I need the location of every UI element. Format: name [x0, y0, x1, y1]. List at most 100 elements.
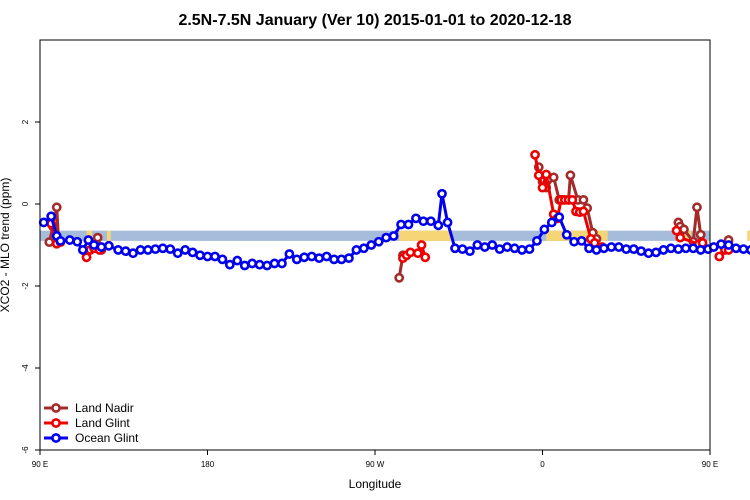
land-nadir-point: [695, 229, 706, 240]
ocean-glint-point: [77, 245, 88, 255]
ocean-glint-point: [621, 244, 632, 254]
ocean-glint-point: [472, 240, 483, 250]
series-layer: [38, 149, 750, 283]
ocean-glint-point: [716, 239, 727, 250]
ocean-glint-point: [38, 217, 49, 228]
y-axis: -6 -4 -2 0 2: [21, 119, 40, 454]
ocean-glint-point: [135, 245, 146, 255]
ocean-glint-point: [195, 250, 205, 261]
ocean-glint-point: [708, 242, 719, 252]
land-nadir-point: [548, 172, 559, 183]
x-axis-label: Longitude: [349, 477, 402, 491]
ocean-glint-point: [666, 243, 676, 254]
land-nadir-point: [394, 272, 405, 283]
land-glint-point: [405, 247, 416, 258]
ocean-glint-point: [306, 251, 317, 262]
ocean-glint-point: [157, 243, 168, 254]
ocean-glint-point: [479, 242, 490, 252]
ocean-glint-point: [46, 211, 57, 222]
legend-item-land-nadir: Land Nadir: [44, 401, 134, 415]
ocean-glint-point: [643, 248, 654, 259]
y-tick-label: -4: [21, 364, 30, 372]
ocean-glint-point: [64, 235, 75, 245]
ocean-glint-point: [172, 248, 183, 259]
ocean-glint-point: [113, 245, 124, 255]
ocean-glint-point: [396, 219, 406, 230]
ocean-glint-point: [487, 240, 498, 250]
ocean-glint-point: [366, 240, 377, 250]
land-glint-point: [530, 149, 540, 160]
ocean-glint-point: [517, 245, 527, 255]
ocean-glint-point: [524, 244, 535, 254]
ocean-glint-point: [224, 259, 235, 270]
ocean-glint-point: [284, 249, 295, 259]
x-tick-label: 180: [201, 460, 215, 469]
land-nadir-point: [565, 170, 576, 181]
ocean-glint-point: [546, 217, 557, 228]
ocean-glint-point: [143, 245, 153, 255]
ocean-glint-point: [695, 245, 706, 255]
legend-label: Ocean Glint: [75, 431, 139, 445]
ocean-glint-point: [465, 246, 475, 257]
ocean-glint-point: [688, 243, 699, 254]
ocean-glint-point: [314, 253, 325, 264]
y-tick-label: -2: [21, 282, 30, 290]
land-glint-point: [578, 206, 589, 217]
series-ocean-glint: [38, 188, 750, 271]
legend-item-ocean-glint: Ocean Glint: [44, 431, 139, 445]
ocean-glint-point: [599, 243, 609, 254]
land-nadir-point: [92, 232, 103, 243]
y-tick-label: -6: [21, 446, 30, 454]
legend-swatch-marker: [51, 433, 61, 443]
x-tick-label: 90 E: [702, 460, 718, 469]
land-nadir-point: [578, 194, 589, 205]
ocean-glint-point: [83, 235, 94, 245]
ocean-glint-point: [103, 240, 114, 251]
ocean-glint-point: [202, 251, 213, 262]
land-glint-point: [541, 169, 552, 180]
ocean-glint-point: [247, 258, 258, 269]
legend-label: Land Glint: [75, 416, 130, 430]
ocean-glint-point: [437, 188, 447, 199]
x-tick-label: 90 W: [366, 460, 385, 469]
ocean-glint-point: [321, 251, 332, 262]
ocean-band: [40, 230, 710, 241]
ocean-glint-point: [561, 229, 572, 240]
legend-item-land-glint: Land Glint: [44, 416, 130, 430]
ocean-glint-point: [329, 254, 339, 265]
x-tick-label: 0: [540, 460, 545, 469]
land-glint-point: [416, 240, 427, 250]
ocean-glint-point: [291, 254, 302, 265]
ocean-glint-point: [673, 244, 684, 254]
ocean-glint-point: [217, 254, 228, 265]
ocean-glint-point: [254, 259, 265, 270]
ocean-glint-point: [680, 243, 691, 254]
ocean-glint-point: [373, 236, 384, 247]
land-band-segment-2: [399, 230, 452, 241]
legend-label: Land Nadir: [75, 401, 134, 415]
ocean-glint-point: [539, 224, 550, 235]
ocean-glint-point: [165, 244, 176, 254]
ocean-glint-point: [442, 217, 453, 228]
land-glint-point: [81, 252, 92, 263]
ocean-glint-point: [584, 243, 594, 254]
ocean-glint-point: [150, 244, 161, 254]
ocean-glint-point: [351, 245, 362, 255]
ocean-glint-point: [403, 219, 414, 230]
land-nadir-point: [692, 202, 702, 213]
ocean-glint-point: [210, 251, 220, 262]
ocean-glint-point: [731, 243, 741, 254]
land-glint-point: [567, 194, 578, 205]
land-band-segment-1: [107, 230, 111, 241]
ocean-glint-point: [96, 242, 107, 252]
ocean-glint-point: [457, 244, 468, 254]
ocean-glint-point: [746, 245, 750, 255]
ocean-glint-point: [299, 252, 310, 263]
ocean-glint-point: [269, 258, 280, 269]
land-nadir-point: [44, 237, 55, 248]
ocean-glint-point: [509, 243, 520, 254]
land-glint-point: [675, 232, 686, 243]
ocean-glint-point: [418, 216, 429, 227]
